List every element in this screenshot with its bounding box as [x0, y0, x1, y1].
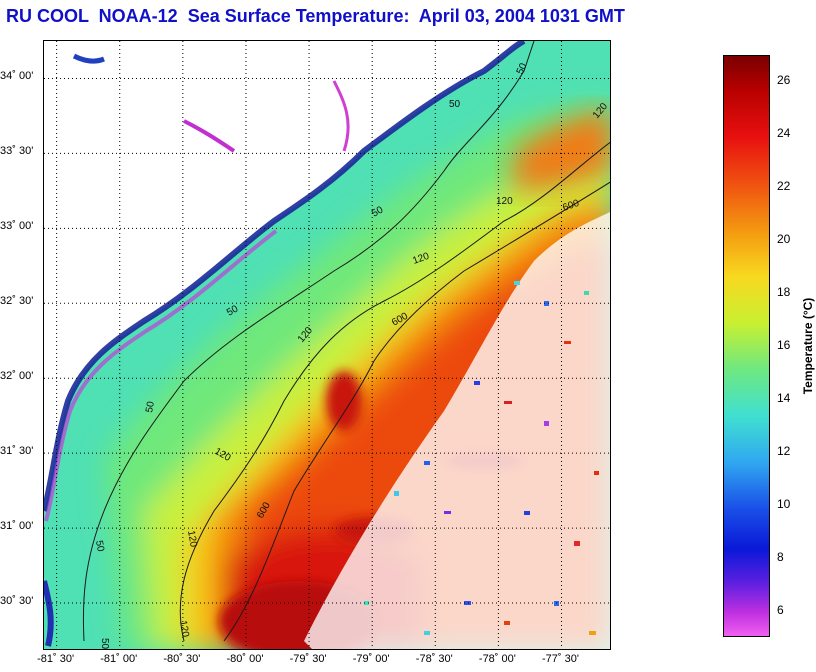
longitude-tick-label: -80˚ 00'	[226, 653, 264, 665]
colorbar-tick-label: 20	[777, 232, 791, 247]
colorbar-tick-label: 26	[777, 73, 791, 88]
contour-label: 50	[515, 61, 530, 76]
contour-label: 50	[225, 303, 241, 318]
latitude-tick-label: 32˚ 30'	[0, 295, 34, 308]
longitude-tick-label: -78˚ 30'	[415, 653, 453, 665]
contour-label: 120	[177, 620, 191, 639]
colorbar-tick-label: 16	[777, 338, 791, 352]
colorbar-label: Temperature (°C)	[801, 297, 815, 395]
latitude-tick-label: 30˚ 30'	[0, 595, 34, 608]
map-title: RU COOL NOAA-12 Sea Surface Temperature:…	[6, 6, 625, 26]
latitude-tick-label: 33˚ 00'	[0, 220, 34, 233]
longitude-tick-label: -79˚ 30'	[289, 653, 327, 665]
colorbar-tick-label: 14	[777, 390, 791, 405]
longitude-tick-label: -78˚ 00'	[478, 653, 516, 665]
latitude-tick-label: 32˚ 00'	[0, 370, 34, 383]
colorbar-tick-label: 22	[777, 179, 791, 194]
bathymetry-contours	[82, 41, 610, 642]
temperature-colorbar	[723, 55, 770, 637]
latitude-tick-label: 34˚ 00'	[0, 70, 34, 83]
longitude-tick-label: -81˚ 00'	[100, 653, 138, 665]
contour-label: 50	[144, 400, 157, 413]
colorbar-tick-label: 24	[777, 126, 791, 141]
map-frame: 50 50 50 50 50 50 50 120 120 120 120 120 120 120 600 60…	[43, 40, 611, 650]
longitude-tick-label: -79˚ 00'	[352, 653, 390, 665]
sst-map: 5050505050505012012012012012012012060060…	[44, 41, 610, 650]
sst-field	[44, 41, 610, 649]
colorbar-tick-label: 6	[777, 602, 784, 617]
contour-label: 120	[185, 530, 199, 549]
latitude-tick-label: 31˚ 30'	[0, 445, 34, 458]
latitude-tick-label: 31˚ 00'	[0, 520, 34, 533]
contour-label: 120	[496, 196, 513, 207]
longitude-tick-label: -81˚ 30'	[37, 653, 75, 665]
colorbar-tick-label: 8	[777, 549, 784, 564]
contour-label: 50	[449, 99, 461, 110]
colorbar-tick-label: 12	[777, 443, 791, 458]
coastal-marsh	[44, 41, 526, 647]
colorbar-tick-label: 18	[777, 285, 791, 300]
graticule	[44, 41, 610, 649]
colorbar-tick-label: 10	[777, 496, 791, 511]
contour-label: 50	[370, 204, 386, 219]
longitude-tick-label: -80˚ 30'	[163, 653, 201, 665]
contour-label: 50	[93, 540, 106, 553]
longitude-tick-label: -77˚ 30'	[542, 653, 579, 665]
contour-label: 50	[99, 638, 110, 650]
latitude-tick-label: 33˚ 30'	[0, 145, 34, 158]
